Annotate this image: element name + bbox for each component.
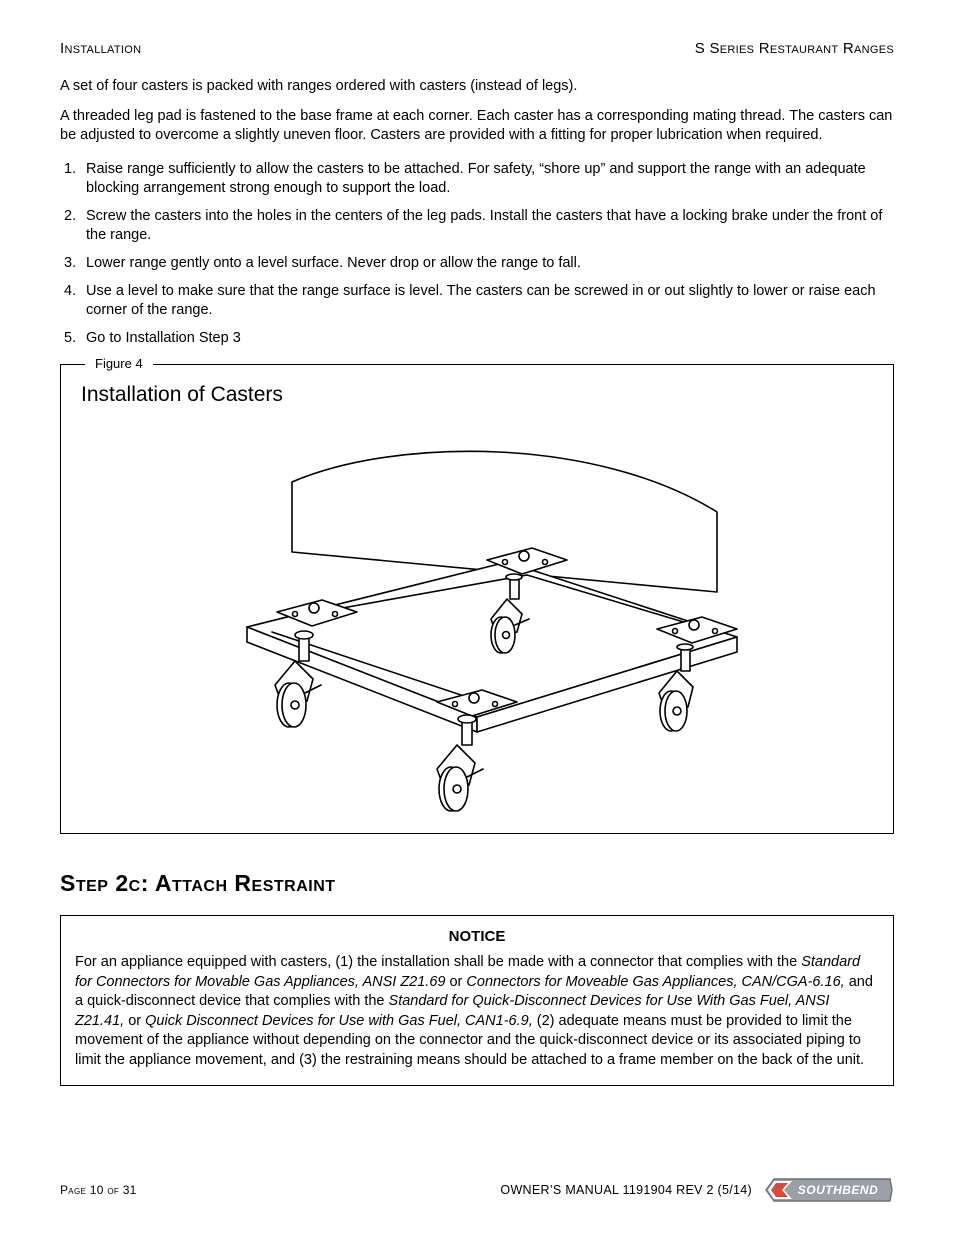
notice-text: or bbox=[445, 974, 466, 990]
caster-diagram bbox=[177, 417, 777, 817]
notice-italic: Quick Disconnect Devices for Use with Ga… bbox=[145, 1013, 533, 1029]
notice-box: NOTICE For an appliance equipped with ca… bbox=[60, 915, 894, 1085]
figure-title: Installation of Casters bbox=[81, 383, 873, 407]
notice-body: For an appliance equipped with casters, … bbox=[75, 953, 879, 1070]
footer-page-label: Page bbox=[60, 1183, 86, 1197]
notice-italic: Connectors for Moveable Gas Appliances, … bbox=[466, 974, 844, 990]
step-item: Raise range sufficiently to allow the ca… bbox=[60, 160, 894, 199]
figure-label: Figure 4 bbox=[85, 356, 153, 371]
section-title-step-2c: Step 2c: Attach Restraint bbox=[60, 870, 894, 897]
footer-of: of bbox=[107, 1183, 119, 1197]
header-left: Installation bbox=[60, 40, 141, 57]
header-right: S Series Restaurant Ranges bbox=[695, 40, 894, 57]
page-footer: Page 10 of 31 OWNER’S MANUAL 1191904 REV… bbox=[60, 1177, 894, 1203]
footer-manual-id: OWNER’S MANUAL 1191904 REV 2 (5/14) bbox=[137, 1183, 764, 1197]
footer-page-indicator: Page 10 of 31 bbox=[60, 1183, 137, 1197]
step-item: Screw the casters into the holes in the … bbox=[60, 207, 894, 246]
footer-page-num: 10 bbox=[90, 1183, 104, 1197]
step-list: Raise range sufficiently to allow the ca… bbox=[60, 160, 894, 349]
svg-text:SOUTHBEND: SOUTHBEND bbox=[798, 1183, 879, 1197]
figure-box: Figure 4 Installation of Casters bbox=[60, 364, 894, 834]
step-item: Use a level to make sure that the range … bbox=[60, 282, 894, 321]
southbend-logo: SOUTHBEND bbox=[764, 1177, 894, 1203]
intro-paragraph-1: A set of four casters is packed with ran… bbox=[60, 77, 894, 97]
notice-text: For an appliance equipped with casters, … bbox=[75, 954, 801, 970]
step-item: Go to Installation Step 3 bbox=[60, 329, 894, 349]
intro-paragraph-2: A threaded leg pad is fastened to the ba… bbox=[60, 107, 894, 146]
page-header: Installation S Series Restaurant Ranges bbox=[60, 40, 894, 57]
footer-total: 31 bbox=[123, 1183, 137, 1197]
notice-text: or bbox=[124, 1013, 145, 1029]
step-item: Lower range gently onto a level surface.… bbox=[60, 254, 894, 274]
notice-heading: NOTICE bbox=[75, 928, 879, 945]
